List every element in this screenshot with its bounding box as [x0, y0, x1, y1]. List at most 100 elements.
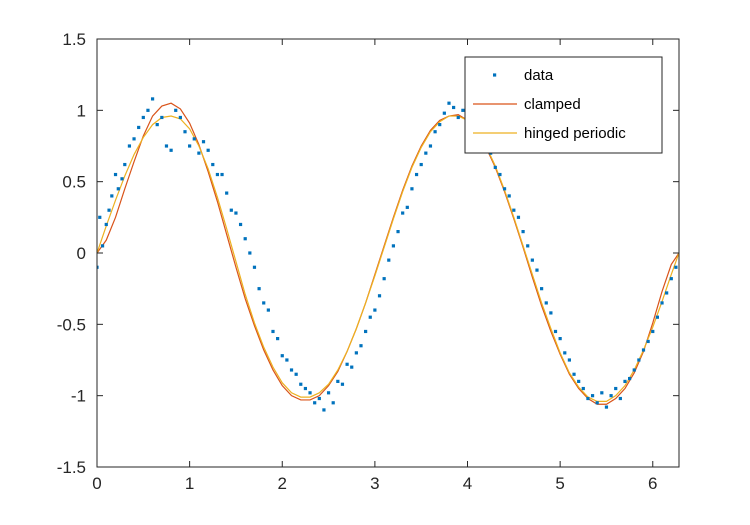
data-point	[206, 148, 210, 152]
data-point	[183, 130, 187, 134]
data-point	[447, 101, 451, 105]
data-point	[655, 315, 659, 319]
data-point	[271, 329, 275, 334]
x-tick-label: 4	[463, 474, 472, 493]
data-point	[651, 329, 655, 334]
data-point	[535, 268, 539, 272]
data-point	[368, 315, 372, 319]
y-tick-label: -1	[71, 387, 86, 406]
data-point	[220, 172, 224, 177]
data-point	[345, 362, 349, 366]
data-point	[303, 386, 308, 391]
data-point	[266, 308, 270, 312]
data-point	[669, 277, 673, 281]
data-point	[234, 211, 238, 215]
data-point	[433, 130, 437, 134]
data-point	[498, 172, 502, 177]
data-point	[549, 311, 553, 315]
data-point	[354, 351, 358, 355]
data-point	[123, 162, 127, 167]
data-point	[428, 144, 433, 148]
data-point	[359, 344, 363, 348]
data-point	[373, 308, 377, 312]
data-point	[600, 391, 604, 395]
data-point	[438, 123, 442, 127]
y-tick-label: 1.5	[62, 30, 86, 49]
data-point	[401, 211, 405, 215]
data-point	[581, 386, 585, 391]
data-point	[192, 137, 196, 141]
data-point	[280, 354, 284, 358]
y-tick-label: 0	[77, 244, 86, 263]
data-point	[665, 291, 669, 295]
data-point	[317, 396, 321, 401]
data-point	[252, 265, 257, 269]
data-point	[641, 348, 646, 352]
data-point	[396, 230, 400, 234]
data-point	[164, 144, 169, 148]
data-point	[160, 115, 164, 120]
x-tick-label: 5	[555, 474, 564, 493]
plot-area	[97, 97, 679, 412]
data-point	[155, 123, 159, 127]
legend-label: clamped	[524, 96, 581, 113]
data-point	[646, 339, 650, 344]
data-point	[116, 187, 120, 191]
x-tick-label: 2	[278, 474, 287, 493]
data-point	[563, 351, 567, 355]
data-point	[442, 111, 446, 115]
data-point	[336, 379, 340, 383]
data-point	[340, 382, 345, 386]
y-tick-label: 0.5	[62, 173, 86, 192]
data-point	[107, 208, 111, 212]
data-point	[150, 97, 155, 101]
x-tick-label: 6	[648, 474, 657, 493]
data-point	[97, 265, 99, 269]
data-point	[572, 372, 576, 376]
data-point	[326, 391, 331, 395]
data-point	[558, 337, 562, 341]
data-point	[331, 401, 335, 405]
data-point	[521, 230, 525, 234]
data-point	[632, 368, 636, 372]
data-point	[637, 358, 641, 362]
legend-box	[464, 56, 663, 154]
data-point	[452, 105, 456, 110]
data-point	[660, 301, 664, 305]
data-point	[410, 187, 414, 191]
data-point	[201, 140, 206, 144]
data-point	[100, 244, 105, 248]
data-point	[628, 376, 632, 381]
data-point	[544, 301, 548, 305]
data-point	[174, 108, 178, 112]
data-point	[127, 144, 132, 148]
data-point	[530, 258, 534, 262]
data-point	[391, 244, 396, 248]
data-point	[276, 337, 280, 341]
data-point	[493, 165, 497, 169]
data-point	[120, 177, 124, 181]
data-point	[614, 386, 618, 391]
data-point	[419, 162, 423, 167]
data-point	[215, 172, 220, 177]
data-point	[540, 287, 544, 291]
data-point	[225, 191, 229, 195]
data-point	[308, 391, 312, 395]
data-point	[110, 194, 114, 198]
data-point	[387, 258, 391, 262]
data-point	[507, 194, 511, 198]
data-point	[146, 108, 150, 112]
data-point	[623, 379, 627, 383]
x-tick-label: 1	[185, 474, 194, 493]
data-point	[169, 148, 173, 152]
data-point	[350, 365, 354, 369]
data-point	[456, 115, 460, 120]
legend-marker-data	[493, 73, 497, 77]
y-tick-label: -1.5	[57, 458, 86, 477]
data-point	[364, 329, 368, 334]
data-point	[313, 401, 317, 405]
data-point	[590, 394, 595, 398]
data-point	[567, 358, 571, 362]
data-point	[137, 125, 141, 130]
